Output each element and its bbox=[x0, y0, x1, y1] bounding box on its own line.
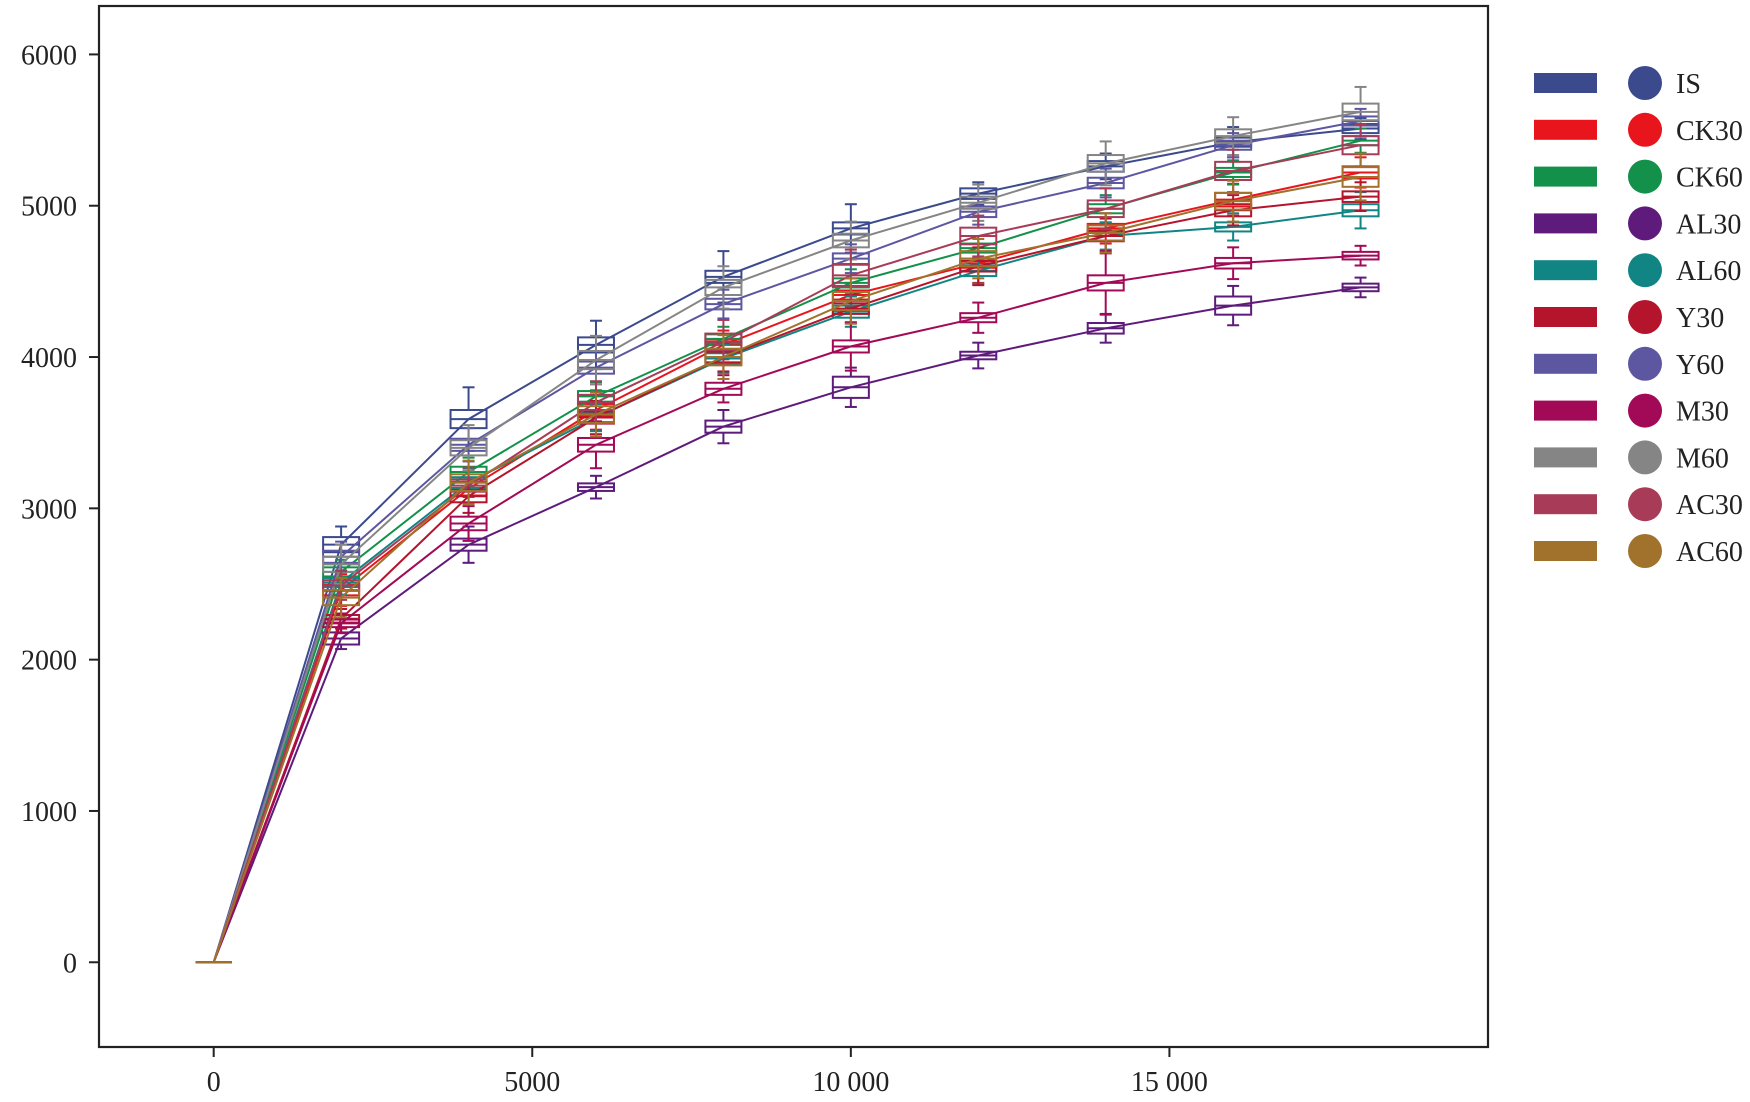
y-tick-label: 5000 bbox=[21, 192, 77, 223]
legend-label: AL60 bbox=[1676, 256, 1741, 287]
legend-swatch bbox=[1534, 494, 1597, 515]
legend-label: IS bbox=[1676, 69, 1701, 100]
series-line-y30 bbox=[212, 195, 1361, 963]
legend-swatch bbox=[1534, 353, 1597, 374]
legend-label: CK30 bbox=[1676, 116, 1743, 147]
legend-swatch bbox=[1534, 166, 1597, 187]
series-line-al30 bbox=[212, 286, 1361, 963]
legend-swatch bbox=[1534, 541, 1597, 561]
y-tick-label: 4000 bbox=[21, 343, 77, 374]
legend-marker bbox=[1628, 112, 1662, 147]
legend-marker bbox=[1628, 440, 1662, 475]
y-tick-label: 2000 bbox=[21, 646, 77, 677]
legend-swatch bbox=[1534, 119, 1597, 140]
series-al30 bbox=[195, 276, 1380, 964]
y-tick-label: 3000 bbox=[21, 494, 77, 525]
series-line-ck30 bbox=[212, 171, 1361, 963]
series-line-m60 bbox=[212, 110, 1361, 963]
legend-item-ck60: CK60 bbox=[1534, 159, 1743, 194]
legend-marker bbox=[1628, 346, 1662, 381]
legend-label: M30 bbox=[1676, 397, 1729, 428]
legend-swatch bbox=[1534, 213, 1597, 234]
series-is bbox=[195, 116, 1380, 964]
legend-label: CK60 bbox=[1676, 163, 1743, 194]
series-m30 bbox=[195, 244, 1380, 964]
legend-item-al30: AL30 bbox=[1534, 206, 1741, 241]
legend-swatch bbox=[1534, 260, 1597, 281]
series-ac30 bbox=[195, 123, 1380, 964]
legend-swatch bbox=[1534, 400, 1597, 421]
legend-label: Y60 bbox=[1676, 350, 1724, 381]
legend-label: AC30 bbox=[1676, 490, 1743, 521]
x-tick-label: 15 000 bbox=[1131, 1067, 1208, 1097]
legend-marker bbox=[1628, 159, 1662, 194]
series-line-ac30 bbox=[212, 144, 1361, 963]
legend-item-ac60: AC60 bbox=[1534, 534, 1743, 568]
legend-swatch bbox=[1534, 447, 1597, 468]
legend-item-al60: AL60 bbox=[1534, 253, 1741, 288]
legend-item-ck30: CK30 bbox=[1534, 112, 1743, 147]
legend-label: AL30 bbox=[1676, 209, 1741, 240]
legend-item-y60: Y60 bbox=[1534, 346, 1724, 381]
legend-swatch bbox=[1534, 73, 1597, 93]
legend-item-m60: M60 bbox=[1534, 440, 1729, 475]
legend-label: M60 bbox=[1676, 443, 1729, 474]
legend-marker bbox=[1628, 393, 1662, 428]
legend-marker bbox=[1628, 487, 1662, 522]
legend-label: AC60 bbox=[1676, 537, 1743, 568]
legend-item-is: IS bbox=[1534, 66, 1701, 100]
legend-marker bbox=[1628, 206, 1662, 241]
x-tick-label: 5000 bbox=[504, 1067, 560, 1097]
series-ac60 bbox=[195, 152, 1380, 964]
y-tick-label: 1000 bbox=[21, 797, 77, 828]
series-line-y60 bbox=[212, 120, 1361, 963]
legend-marker bbox=[1628, 66, 1662, 100]
series-y30 bbox=[195, 181, 1380, 964]
series-line-ac60 bbox=[212, 176, 1361, 963]
legend-label: Y30 bbox=[1676, 303, 1724, 334]
legend-marker bbox=[1628, 534, 1662, 568]
x-tick-label: 0 bbox=[207, 1067, 221, 1097]
legend-item-m30: M30 bbox=[1534, 393, 1729, 428]
legend-marker bbox=[1628, 253, 1662, 288]
series-line-m30 bbox=[212, 254, 1361, 963]
legend-marker bbox=[1628, 300, 1662, 334]
x-tick-label: 10 000 bbox=[812, 1067, 889, 1097]
series-line-is bbox=[212, 127, 1361, 963]
legend-item-y30: Y30 bbox=[1534, 300, 1724, 334]
legend-swatch bbox=[1534, 307, 1597, 327]
series-line-al60 bbox=[212, 209, 1361, 963]
series-m60 bbox=[195, 85, 1380, 964]
legend-item-ac30: AC30 bbox=[1534, 487, 1743, 522]
y-tick-label: 6000 bbox=[21, 40, 77, 71]
plot-frame bbox=[97, 4, 1490, 1049]
y-tick-label: 0 bbox=[63, 948, 77, 979]
